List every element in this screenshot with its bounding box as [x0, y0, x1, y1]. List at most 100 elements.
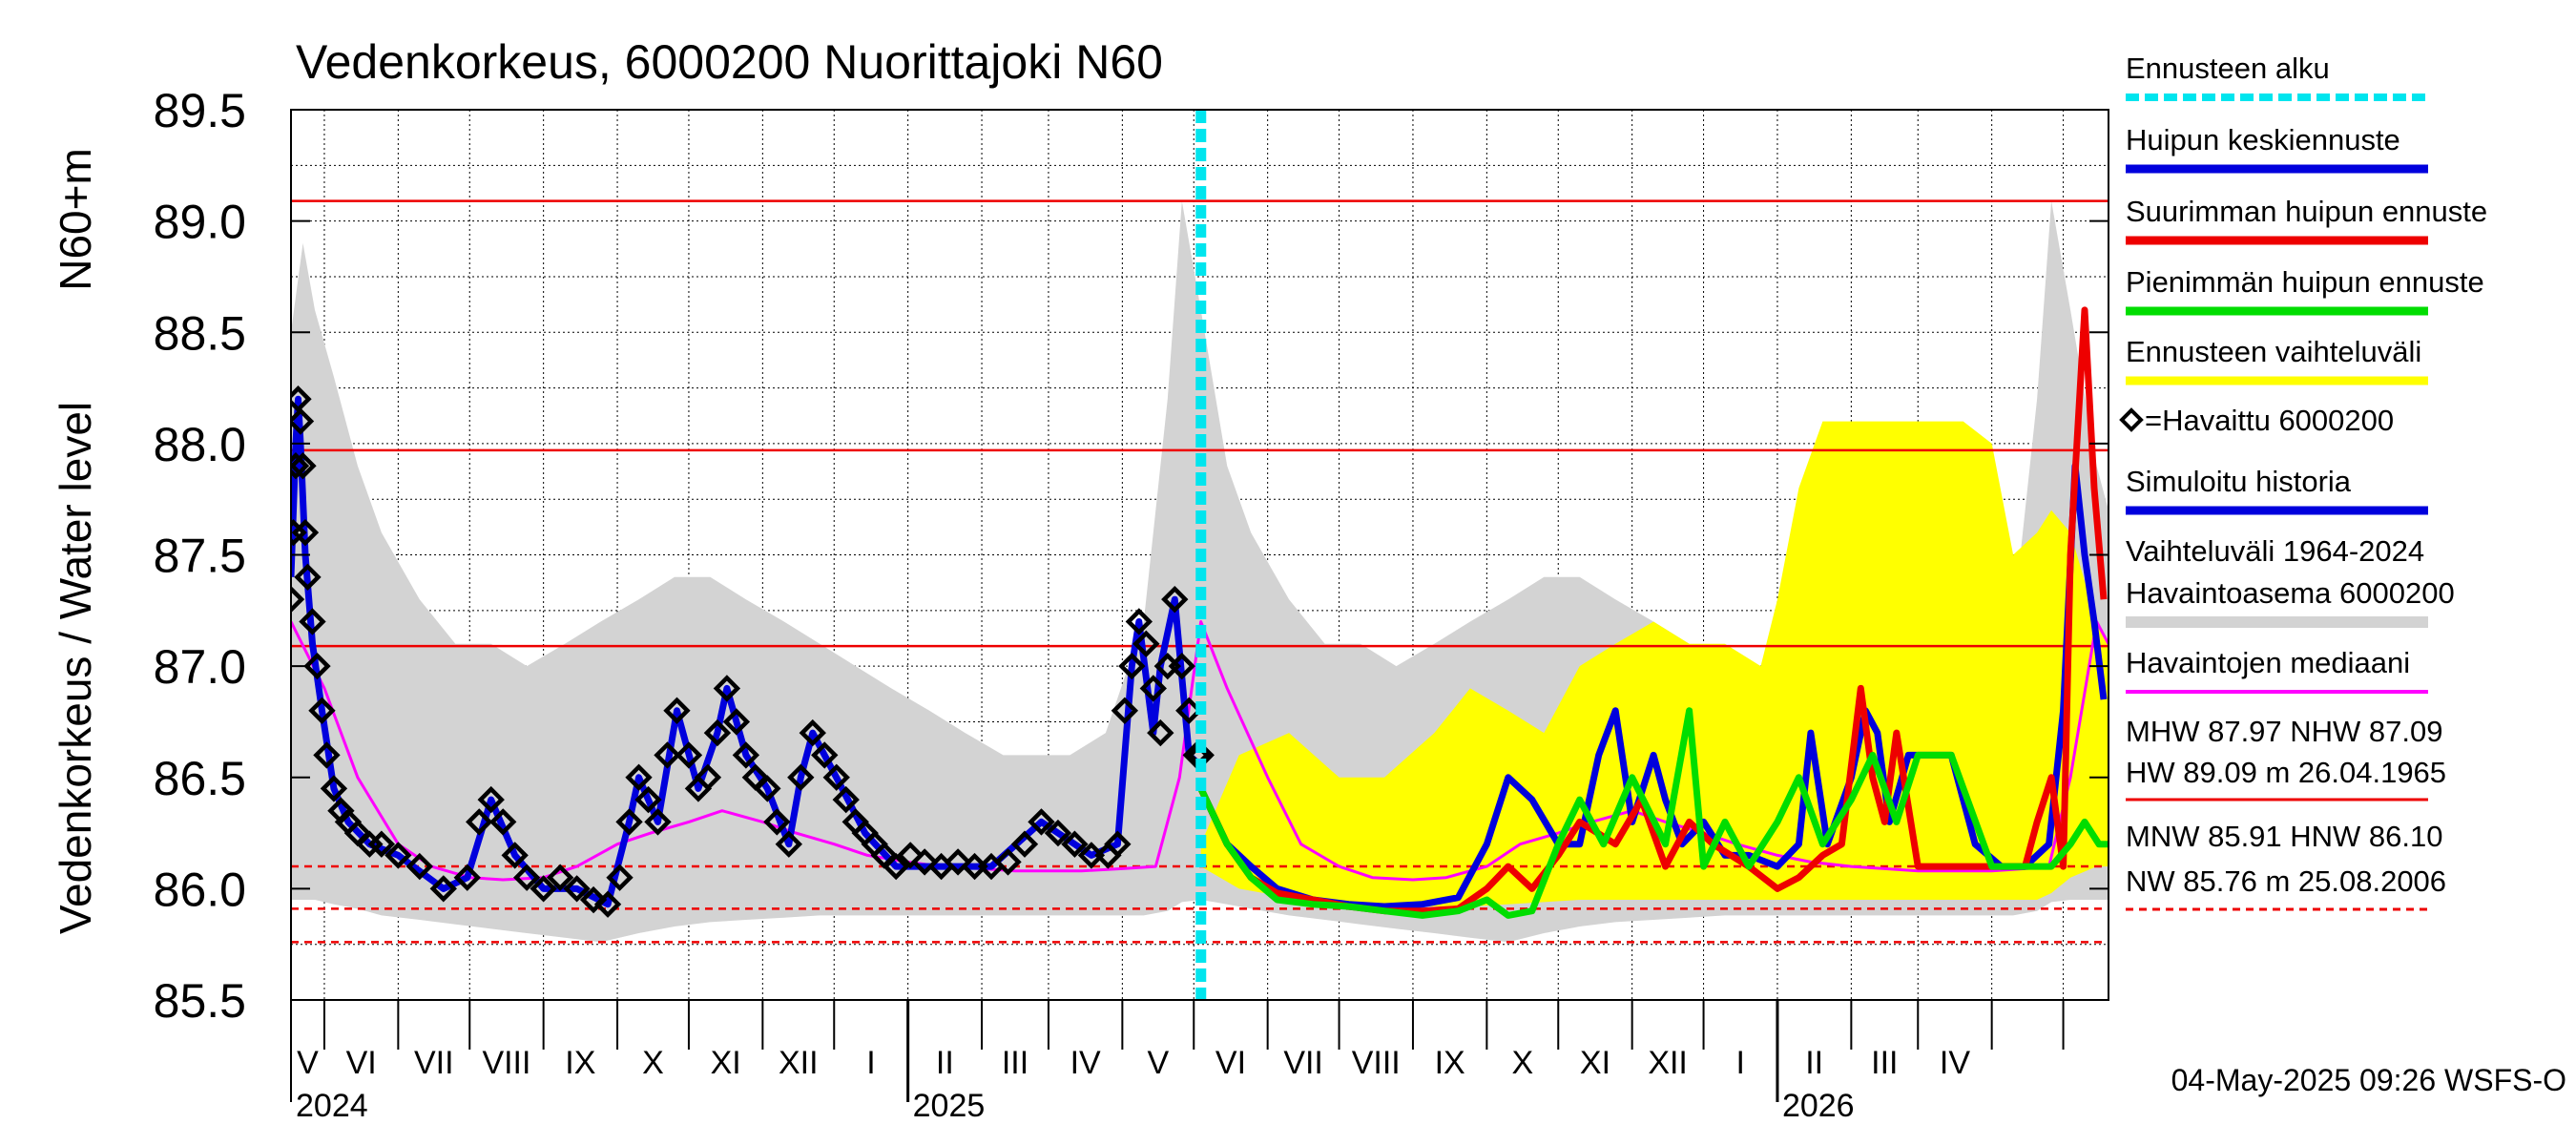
series-line-havaintojen-mediaani: [291, 620, 2109, 882]
observed-point: [644, 808, 672, 836]
observed-point: [1161, 585, 1189, 614]
legend-label-ennusteen-alku: Ennusteen alku: [2126, 52, 2330, 85]
observed-point: [1061, 830, 1089, 858]
footer-timestamp: 04-May-2025 09:26 WSFS-O: [2171, 1063, 2566, 1097]
observed-point: [944, 848, 972, 876]
observed-point: [593, 890, 622, 918]
y-tick-label: 88.0: [154, 418, 246, 471]
x-year-label: 2025: [913, 1088, 986, 1124]
y-axis-label: Vedenkorkeus / Water level: [51, 402, 100, 934]
legend-label-havaittu-6000200: =Havaittu 6000200: [2145, 404, 2394, 437]
chart-title: Vedenkorkeus, 6000200 Nuorittajoki N60: [296, 35, 1163, 89]
legend-label-ennusteen-vaihteluvali: Ennusteen vaihteluväli: [2126, 335, 2421, 368]
observed-point: [299, 608, 326, 635]
x-axis: V VI VII VIII IX X XI XII I II III IV V VI VII VIII IX X X…: [290, 1000, 2065, 1124]
x-month-label: V: [297, 1045, 319, 1081]
stat-line-1: MHW 87.97 NHW 87.09: [2126, 715, 2443, 748]
observed-point: [546, 864, 574, 891]
observed-point: [313, 741, 341, 769]
observed-point: [722, 708, 751, 736]
observed-point: [882, 852, 910, 881]
y-tick-label: 86.0: [154, 863, 246, 916]
observed-point: [654, 741, 681, 769]
observed-point: [291, 452, 317, 480]
x-month-label: VIII: [1352, 1045, 1401, 1081]
x-month-label: VII: [1283, 1045, 1323, 1081]
x-month-label: XI: [711, 1045, 741, 1081]
observed-point: [453, 864, 481, 891]
observed-point: [787, 763, 815, 791]
observed-point: [811, 741, 839, 769]
y-tick-label: 87.0: [154, 640, 246, 694]
observed-point: [303, 652, 331, 680]
observed-point: [291, 585, 305, 614]
x-month-label: X: [642, 1045, 664, 1081]
observed-point: [579, 885, 608, 914]
legend-label-huipun-keskiennuste: Huipun keskiennuste: [2126, 123, 2400, 156]
observed-point: [308, 697, 336, 724]
observed-point: [477, 785, 505, 814]
y-tick-label: 86.5: [154, 752, 246, 805]
observed-point: [910, 848, 939, 876]
legend-label-havaintojen-mediaani: Havaintojen mediaani: [2126, 646, 2410, 679]
y-tick-label: 87.5: [154, 530, 246, 583]
observed-point: [489, 808, 517, 836]
x-month-label: IV: [1070, 1045, 1101, 1081]
observed-point: [694, 763, 722, 791]
y-axis-unit: N60+m: [51, 148, 100, 291]
observed-point: [1111, 697, 1139, 724]
observed-point: [320, 775, 348, 802]
observed-point: [1104, 830, 1132, 858]
observed-point: [713, 675, 741, 702]
observed-point: [1125, 608, 1153, 635]
observed-point: [1147, 718, 1174, 747]
observed-point: [675, 741, 703, 769]
x-year-label: 2026: [1782, 1088, 1855, 1124]
observed-point: [1010, 830, 1039, 858]
legend-label-suurimman-huipun-ennuste: Suurimman huipun ennuste: [2126, 195, 2487, 228]
statistics-panel: MHW 87.97 NHW 87.09 HW 89.09 m 26.04.196…: [2126, 715, 2446, 911]
x-month-label: IX: [1435, 1045, 1465, 1081]
x-year-label: 2024: [296, 1088, 368, 1124]
y-tick-label: 89.5: [154, 84, 246, 137]
legend-label-simuloitu-historia: Simuloitu historia: [2126, 465, 2352, 498]
observed-point: [703, 718, 732, 747]
observed-point: [291, 452, 310, 480]
observed-point: [291, 407, 315, 435]
x-month-label: I: [1736, 1045, 1745, 1081]
series-line-pienimman-huipun-ennuste: [1197, 707, 2109, 919]
observed-point: [822, 763, 850, 791]
x-month-label: XII: [779, 1045, 819, 1081]
y-tick-label: 88.5: [154, 306, 246, 360]
observed-point: [291, 518, 320, 547]
x-month-label: IX: [565, 1045, 595, 1081]
observed-point: [501, 842, 529, 869]
observed-point: [530, 875, 557, 903]
legend-label-havaintoasema-6000200: Havaintoasema 6000200: [2126, 576, 2455, 610]
x-month-label: VII: [414, 1045, 454, 1081]
observed-point: [384, 842, 412, 869]
x-month-label: III: [1002, 1045, 1028, 1081]
x-month-label: IV: [1940, 1045, 1970, 1081]
legend: Ennusteen alku Huipun keskiennuste Suurimm…: [2119, 52, 2487, 694]
legend-swatch: [2119, 407, 2144, 432]
observed-point: [429, 875, 457, 903]
observed-point: [294, 563, 322, 592]
observed-point: [367, 830, 396, 858]
observed-point: [625, 763, 653, 791]
y-tick-label: 89.0: [154, 196, 246, 249]
observed-point: [663, 697, 691, 724]
observed-point: [1028, 808, 1055, 836]
x-month-label: XII: [1648, 1045, 1688, 1081]
observed-point: [754, 775, 781, 802]
stat-line-2: HW 89.09 m 26.04.1965: [2126, 756, 2446, 789]
observed-point: [606, 864, 634, 891]
observed-point: [994, 848, 1022, 876]
observed-point: [634, 785, 662, 814]
x-month-label: VIII: [482, 1045, 530, 1081]
observed-point: [563, 875, 591, 903]
observed-point: [615, 808, 643, 836]
stat-line-3: MNW 85.91 HNW 86.10: [2126, 820, 2443, 853]
observed-point: [732, 741, 760, 769]
y-axis-ticks: 85.5 86.0 86.5 87.0 87.5 88.0 88.5 89.0 89.5: [154, 84, 2109, 1028]
